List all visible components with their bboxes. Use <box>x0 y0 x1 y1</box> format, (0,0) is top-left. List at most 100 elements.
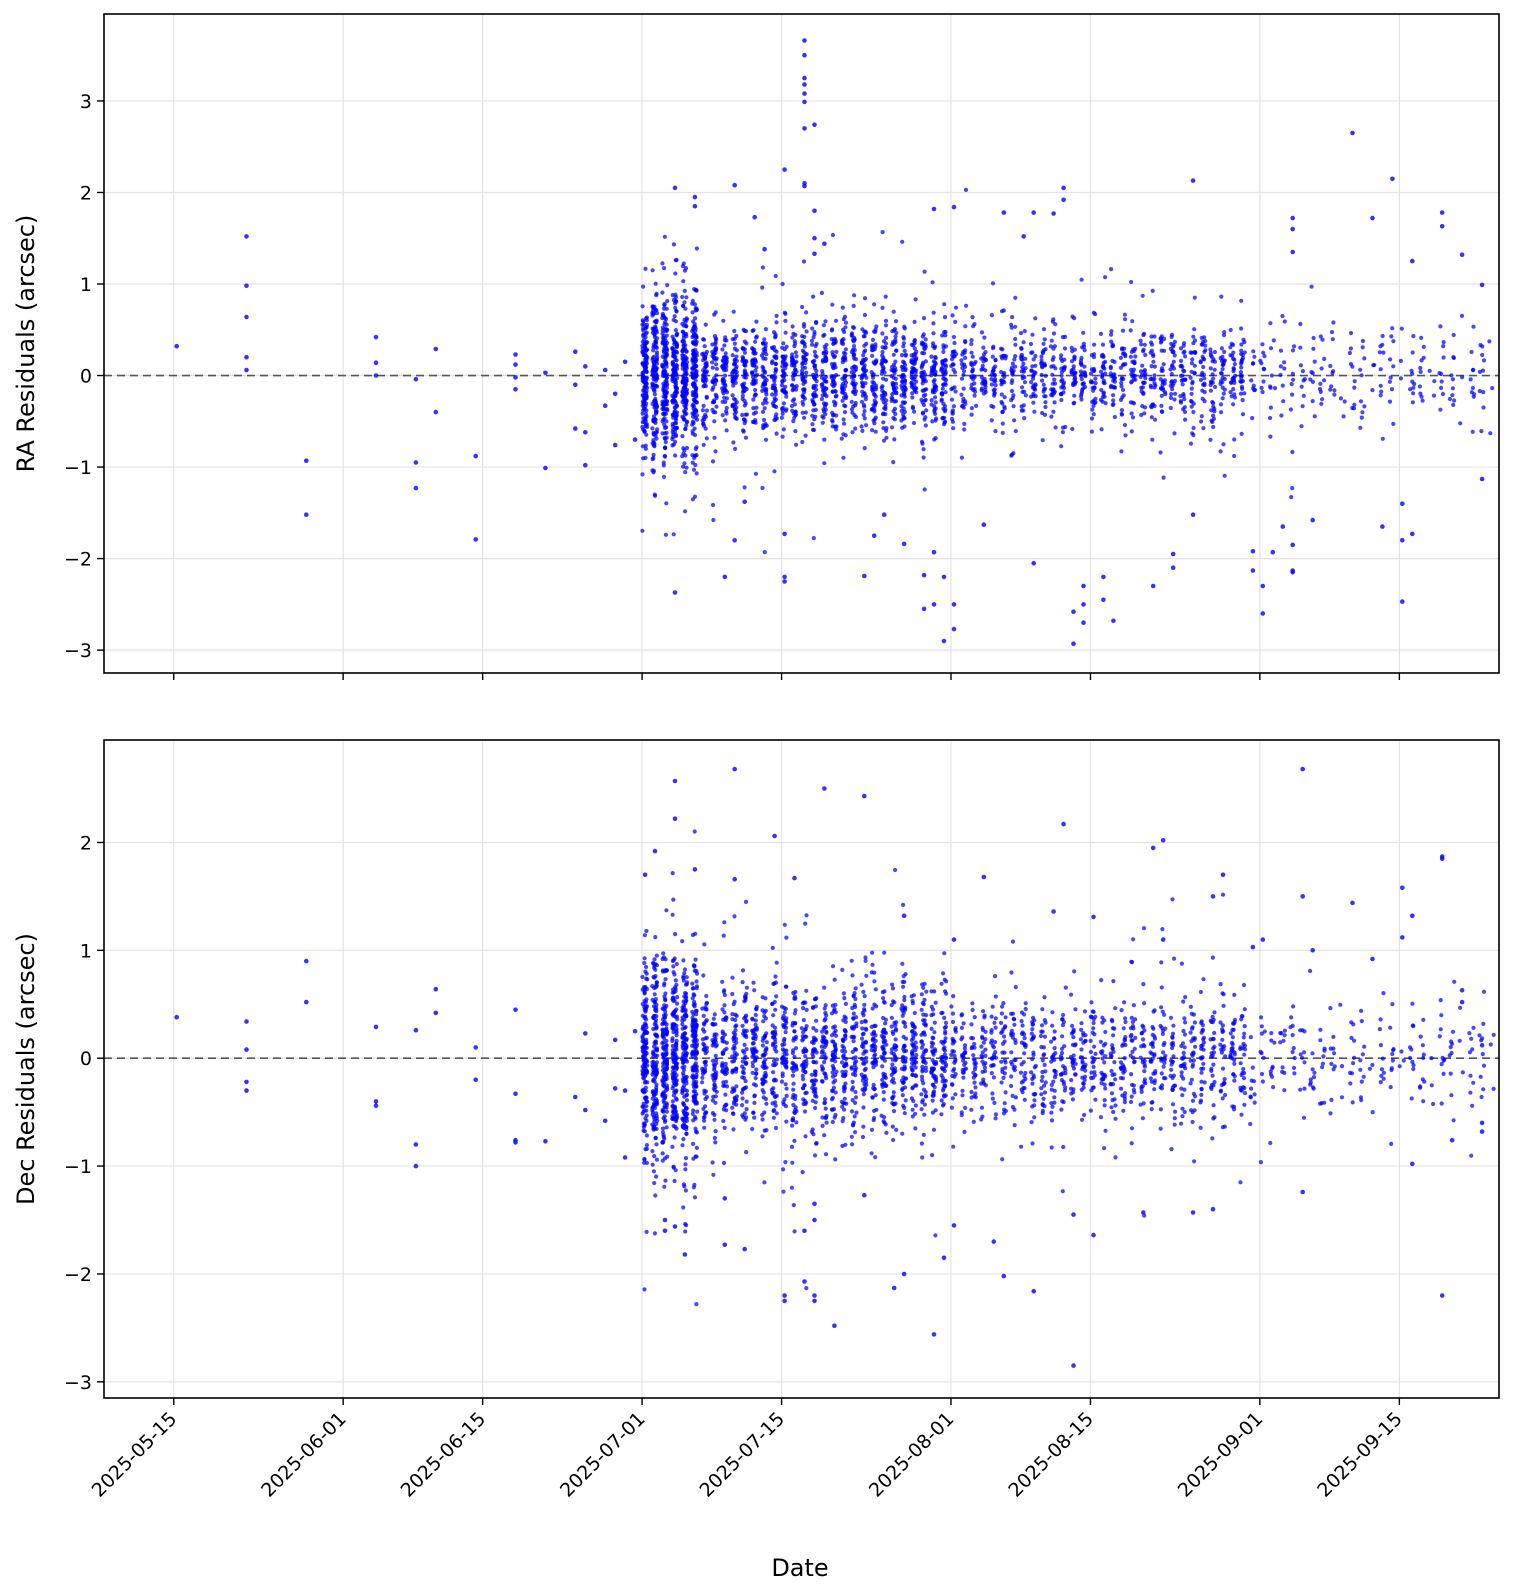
scatter-point <box>760 1088 765 1093</box>
scatter-point <box>770 392 775 397</box>
scatter-point <box>1019 404 1024 409</box>
scatter-point <box>1140 293 1145 298</box>
scatter-point <box>1110 358 1115 363</box>
scatter-point <box>1098 331 1104 336</box>
scatter-point <box>693 931 698 936</box>
scatter-point <box>732 182 737 188</box>
scatter-point <box>643 316 649 321</box>
scatter-point <box>1411 391 1416 396</box>
scatter-point <box>760 409 766 414</box>
scatter-point <box>661 371 666 376</box>
scatter-point <box>1140 385 1145 390</box>
scatter-point <box>1331 320 1336 325</box>
scatter-point <box>930 419 935 424</box>
scatter-point <box>763 1073 769 1078</box>
scatter-point <box>833 318 839 323</box>
scatter-point <box>653 1193 658 1198</box>
scatter-point <box>650 426 655 431</box>
scatter-point <box>660 290 665 295</box>
scatter-point <box>802 91 807 96</box>
scatter-point <box>640 304 645 309</box>
scatter-point <box>1151 359 1156 364</box>
scatter-point <box>1332 392 1337 397</box>
scatter-point <box>744 1150 749 1155</box>
scatter-point <box>1069 345 1074 350</box>
scatter-point <box>732 341 738 346</box>
scatter-point <box>1192 350 1197 355</box>
scatter-point <box>643 1073 648 1078</box>
scatter-point <box>760 1112 765 1117</box>
scatter-point <box>710 1073 715 1078</box>
scatter-point <box>1189 391 1194 396</box>
scatter-point <box>641 1124 647 1130</box>
scatter-point <box>1410 531 1415 537</box>
y-tick-label: −3 <box>64 640 92 662</box>
scatter-point <box>681 1101 686 1107</box>
scatter-point <box>972 393 977 398</box>
scatter-point <box>1043 394 1048 399</box>
scatter-point <box>702 374 707 379</box>
scatter-point <box>731 1127 736 1132</box>
scatter-point <box>1099 387 1104 393</box>
scatter-point <box>683 1229 688 1234</box>
scatter-point <box>969 341 974 347</box>
scatter-point <box>750 1126 755 1132</box>
scatter-point <box>1089 353 1094 358</box>
scatter-point <box>920 350 925 356</box>
scatter-point <box>792 372 798 377</box>
scatter-point <box>1049 364 1054 369</box>
scatter-point <box>660 1126 666 1131</box>
scatter-point <box>752 1027 757 1033</box>
scatter-point <box>890 329 895 334</box>
scatter-point <box>773 1094 778 1099</box>
scatter-point <box>1280 524 1286 529</box>
scatter-point <box>654 1085 659 1090</box>
scatter-point <box>690 1065 695 1070</box>
scatter-point <box>1240 412 1246 417</box>
scatter-point <box>1041 341 1046 346</box>
scatter-point <box>672 405 677 410</box>
scatter-point <box>820 369 825 374</box>
scatter-point <box>1439 210 1445 215</box>
scatter-point <box>1358 399 1364 404</box>
scatter-point <box>1290 449 1295 455</box>
scatter-point <box>851 303 856 308</box>
scatter-point <box>722 1003 727 1008</box>
scatter-point <box>1278 372 1283 378</box>
scatter-point <box>641 1087 646 1092</box>
scatter-point <box>783 330 788 335</box>
scatter-point <box>670 1099 676 1104</box>
scatter-point <box>801 402 806 407</box>
scatter-point <box>1310 379 1315 384</box>
scatter-point <box>1252 388 1257 393</box>
scatter-point <box>883 412 888 417</box>
scatter-point <box>654 411 659 416</box>
scatter-point <box>1051 211 1056 216</box>
scatter-point <box>653 493 658 498</box>
ra-y-axis-label: RA Residuals (arcsec) <box>12 215 40 473</box>
scatter-point <box>711 1039 716 1044</box>
scatter-point <box>1362 404 1367 409</box>
scatter-point <box>754 1067 759 1072</box>
scatter-point <box>673 434 679 439</box>
scatter-point <box>691 1075 696 1081</box>
scatter-point <box>993 358 998 363</box>
scatter-point <box>663 445 668 450</box>
scatter-point <box>1238 391 1244 396</box>
scatter-point <box>891 381 896 386</box>
scatter-point <box>1040 349 1045 355</box>
scatter-point <box>644 1108 649 1113</box>
scatter-point <box>834 373 839 378</box>
scatter-point <box>981 378 986 383</box>
scatter-point <box>1013 336 1018 342</box>
scatter-point <box>939 398 944 403</box>
scatter-point <box>1360 410 1365 415</box>
scatter-point <box>693 1154 698 1159</box>
scatter-point <box>884 435 889 440</box>
scatter-point <box>862 312 868 318</box>
scatter-point <box>1352 379 1357 384</box>
scatter-point <box>933 395 938 400</box>
scatter-point <box>1109 267 1114 272</box>
scatter-point <box>1122 312 1127 317</box>
scatter-point <box>1330 337 1335 342</box>
